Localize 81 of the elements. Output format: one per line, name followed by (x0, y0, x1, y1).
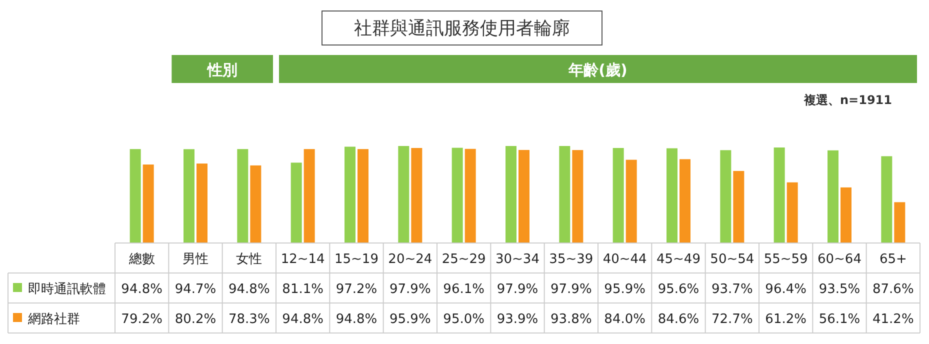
data-label: 96.4% (765, 282, 806, 297)
bar (774, 147, 785, 243)
data-label: 95.0% (443, 312, 484, 327)
data-label: 84.0% (604, 312, 646, 327)
bar (612, 148, 624, 243)
text: 複選、n=1911 (803, 93, 892, 107)
bar (720, 150, 732, 243)
x-tick-label: 女性 (236, 252, 262, 267)
data-label: 61.2% (765, 312, 806, 327)
data-label: 97.9% (390, 282, 431, 297)
data-label: 56.1% (818, 312, 860, 327)
legend-label: 網路社群 (27, 312, 80, 327)
data-label: 97.9% (550, 282, 592, 297)
data-label: 72.7% (712, 312, 753, 327)
bar (518, 150, 530, 243)
bar (196, 164, 208, 243)
data-label: 93.8% (550, 312, 592, 327)
x-tick-label: 20~24 (388, 252, 432, 267)
bar (237, 149, 248, 243)
bar (130, 149, 141, 243)
data-label: 95.9% (390, 312, 431, 327)
x-tick-label: 男性 (182, 252, 208, 267)
x-tick-label: 50~54 (710, 252, 754, 267)
x-tick-label: 總數 (128, 252, 155, 267)
bar (733, 170, 744, 243)
data-label: 87.6% (872, 282, 914, 297)
bar (894, 202, 906, 243)
data-label: 93.9% (496, 312, 538, 327)
chart-title: 社群與通訊服務使用者輪廓 (354, 18, 570, 39)
bar (680, 159, 690, 243)
bar (250, 165, 262, 243)
bar (881, 156, 892, 243)
bar (304, 149, 315, 243)
x-tick-label: 60~64 (818, 252, 862, 267)
data-label: 93.7% (712, 282, 753, 297)
data-label: 94.8% (228, 282, 270, 297)
bar (142, 164, 154, 243)
data-label: 94.8% (336, 312, 378, 327)
bar (572, 150, 584, 243)
x-tick-label: 15~19 (334, 252, 378, 267)
data-label: 93.5% (818, 282, 860, 297)
x-tick-label: 45~49 (656, 252, 700, 267)
data-label: 79.2% (121, 312, 162, 327)
data-label: 81.1% (282, 282, 324, 297)
bar (506, 146, 516, 243)
x-tick-label: 65+ (879, 252, 907, 267)
x-tick-label: 30~34 (496, 252, 540, 267)
data-label: 94.7% (174, 282, 216, 297)
bar (786, 182, 798, 243)
data-label: 97.9% (496, 282, 538, 297)
bar (184, 149, 194, 243)
x-tick-label: 12~14 (280, 252, 325, 267)
bar (398, 146, 410, 243)
data-label: 97.2% (336, 282, 378, 297)
x-tick-label: 35~39 (549, 252, 594, 267)
x-tick-label: 55~59 (764, 252, 808, 267)
bar (559, 146, 570, 243)
bar (411, 148, 422, 243)
data-label: 41.2% (872, 312, 914, 327)
bar (452, 148, 463, 243)
bar (840, 187, 852, 243)
bar (344, 146, 356, 243)
bar (828, 150, 838, 243)
data-label: 94.8% (282, 312, 324, 327)
text: 年齡(歲) (568, 61, 628, 79)
bar (666, 148, 678, 243)
data-label: 94.8% (121, 282, 162, 297)
bar (464, 148, 476, 243)
x-tick-label: 25~29 (442, 252, 486, 267)
data-label: 78.3% (228, 312, 270, 327)
bar (626, 160, 637, 243)
bar (358, 149, 368, 243)
text: 性別 (206, 61, 238, 79)
data-label: 95.9% (604, 282, 646, 297)
legend-label: 即時通訊軟體 (28, 282, 106, 297)
data-label: 95.6% (658, 282, 700, 297)
data-label: 80.2% (174, 312, 216, 327)
x-tick-label: 40~44 (602, 252, 647, 267)
data-label: 96.1% (443, 282, 484, 297)
data-label: 84.6% (658, 312, 700, 327)
bar (290, 162, 302, 243)
